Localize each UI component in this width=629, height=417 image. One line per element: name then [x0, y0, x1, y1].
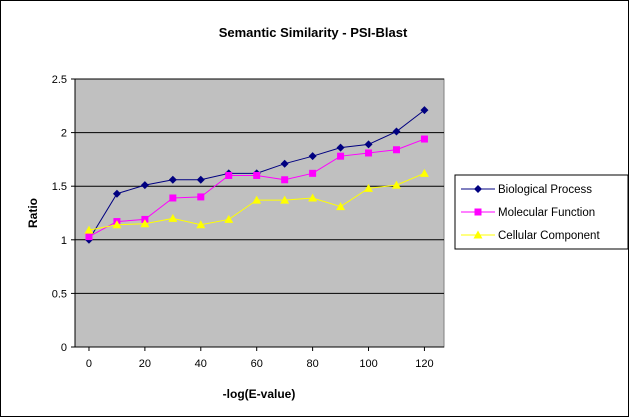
y-tick-label-3: 1.5: [52, 181, 67, 193]
data-point-2-11: [391, 180, 401, 189]
data-point-1-7: [281, 176, 289, 184]
x-tick-label-4: 80: [306, 358, 318, 370]
data-point-0-4: [196, 175, 205, 184]
y-tick-label-2: 1: [61, 235, 67, 247]
chart-title: Semantic Similarity - PSI-Blast: [219, 25, 408, 40]
data-point-0-12: [420, 106, 429, 115]
x-tick-label-2: 40: [195, 358, 207, 370]
legend-marker-2: [473, 230, 483, 239]
data-point-2-9: [336, 202, 346, 211]
data-point-2-8: [308, 193, 318, 202]
legend-item-2: Cellular Component: [461, 230, 600, 242]
x-tick-label-6: 120: [415, 358, 433, 370]
y-tick-label-5: 2.5: [52, 74, 67, 86]
legend-label-2: Cellular Component: [498, 230, 600, 242]
data-point-0-10: [364, 140, 373, 149]
tick-labels: 0 0.5 1 1.5 2 2.5 0 20 40 60 80 100 120: [52, 74, 434, 370]
x-tick-label-3: 60: [251, 358, 263, 370]
x-tick-label-1: 20: [139, 358, 151, 370]
legend-marker-1: [474, 208, 482, 216]
data-point-1-4: [197, 193, 205, 201]
data-point-2-12: [419, 168, 429, 177]
data-point-2-2: [140, 219, 150, 228]
data-point-0-9: [336, 143, 345, 152]
data-point-0-7: [280, 159, 289, 168]
y-axis-label: Ratio: [26, 198, 40, 228]
data-point-1-3: [169, 194, 177, 202]
x-axis-label: -log(E-value): [223, 387, 296, 401]
data-point-2-1: [112, 220, 122, 229]
data-point-1-0: [85, 233, 93, 241]
legend: Biological Process Molecular Function Cell…: [454, 174, 629, 250]
data-point-0-1: [112, 189, 121, 198]
data-point-2-10: [364, 183, 374, 192]
legend-label-0: Biological Process: [498, 184, 592, 196]
legend-label-1: Molecular Function: [498, 207, 595, 219]
data-point-1-11: [392, 146, 400, 154]
data-point-2-5: [224, 214, 234, 223]
data-point-2-6: [252, 195, 262, 204]
series-2: [84, 168, 429, 234]
data-point-1-10: [365, 149, 373, 157]
axes: [71, 78, 444, 351]
data-point-1-8: [309, 169, 317, 177]
x-tick-label-5: 100: [359, 358, 377, 370]
data-point-1-12: [420, 135, 428, 143]
data-point-1-5: [225, 171, 233, 179]
x-tick-label-0: 0: [86, 358, 92, 370]
data-point-1-9: [337, 152, 345, 160]
series-group: [84, 106, 429, 244]
data-point-2-3: [168, 213, 178, 222]
legend-item-1: Molecular Function: [461, 207, 595, 219]
gridlines: [75, 78, 444, 294]
legend-marker-0: [474, 185, 482, 193]
y-tick-label-0: 0: [61, 342, 67, 354]
legend-item-0: Biological Process: [461, 184, 592, 196]
data-point-0-11: [392, 127, 401, 136]
data-point-1-6: [253, 171, 261, 179]
data-point-0-2: [140, 181, 149, 190]
data-point-2-4: [196, 220, 206, 229]
y-tick-label-4: 2: [61, 128, 67, 140]
data-point-2-0: [84, 225, 94, 234]
data-point-0-3: [168, 175, 177, 184]
y-tick-label-1: 0.5: [52, 288, 67, 300]
plot-area: [74, 78, 445, 348]
data-point-0-8: [308, 152, 317, 161]
data-point-2-7: [280, 195, 290, 204]
